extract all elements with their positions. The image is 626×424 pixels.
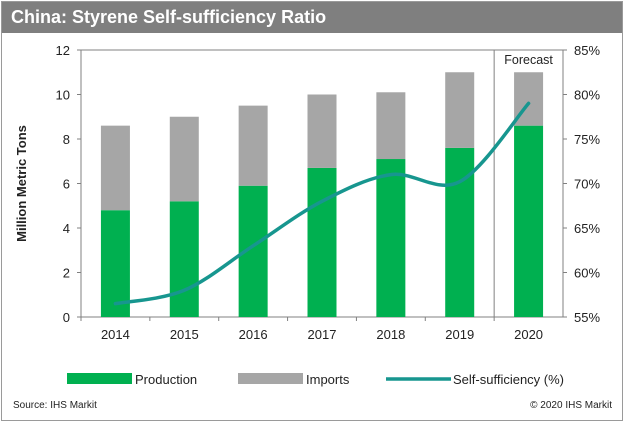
y2-tick-label: 55% [574, 310, 600, 325]
production-bar [169, 201, 199, 317]
imports-bar [238, 105, 268, 186]
copyright-note: © 2020 IHS Markit [530, 400, 612, 411]
imports-bar [169, 116, 199, 202]
legend-swatch-imports [238, 373, 303, 384]
y-tick-label: 10 [56, 88, 70, 103]
y-tick-label: 12 [56, 43, 70, 58]
chart-svg: Forecast 0 2 4 6 8 10 12 55% 60% 65% 70% 75% 80% 85% Mi… [14, 43, 600, 387]
chart-title: China: Styrene Self-sufficiency Ratio [11, 7, 327, 27]
source-note: Source: IHS Markit [13, 400, 97, 411]
imports-bar [100, 125, 130, 211]
production-bar [376, 159, 406, 317]
production-bar [307, 167, 337, 317]
x-tick-label: 2020 [514, 327, 543, 342]
legend-swatch-production [67, 373, 132, 384]
chart-header: China: Styrene Self-sufficiency Ratio [2, 2, 622, 33]
x-tick-label: 2014 [101, 327, 130, 342]
x-tick-label: 2019 [445, 327, 474, 342]
imports-bar [307, 94, 337, 168]
legend-label-production: Production [135, 372, 197, 387]
y-tick-label: 2 [63, 266, 70, 281]
y-tick-label: 6 [63, 177, 70, 192]
y-tick-label: 8 [63, 132, 70, 147]
y2-tick-label: 85% [574, 43, 600, 58]
y-axis-title: Million Metric Tons [14, 125, 29, 242]
legend-label-imports: Imports [306, 372, 350, 387]
x-tick-label: 2016 [239, 327, 268, 342]
y-tick-label: 4 [63, 221, 70, 236]
imports-bar [445, 72, 475, 148]
y-tick-label: 0 [63, 310, 70, 325]
y2-tick-label: 80% [574, 88, 600, 103]
x-tick-label: 2018 [376, 327, 405, 342]
x-tick-label: 2015 [170, 327, 199, 342]
imports-bar [376, 92, 406, 160]
self-sufficiency-line [113, 101, 531, 306]
production-bar [514, 125, 544, 318]
legend-label-self-sufficiency: Self-sufficiency (%) [453, 372, 564, 387]
forecast-label: Forecast [504, 53, 553, 67]
y2-tick-label: 75% [574, 132, 600, 147]
y2-tick-label: 60% [574, 266, 600, 281]
x-tick-label: 2017 [308, 327, 337, 342]
y2-tick-label: 65% [574, 221, 600, 236]
y2-tick-label: 70% [574, 177, 600, 192]
production-bar [100, 210, 130, 317]
